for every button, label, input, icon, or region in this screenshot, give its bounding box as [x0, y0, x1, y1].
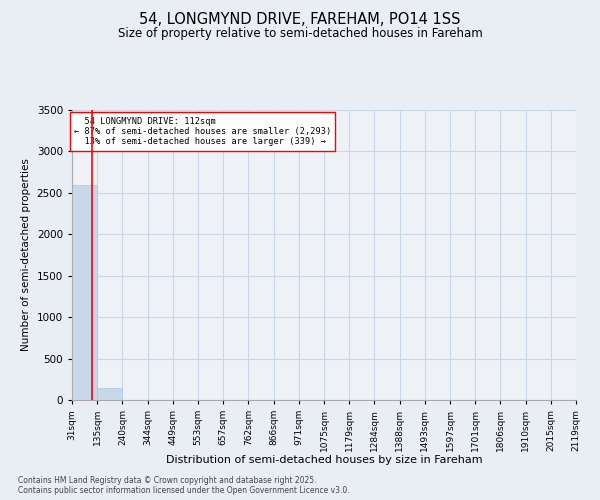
X-axis label: Distribution of semi-detached houses by size in Fareham: Distribution of semi-detached houses by … — [166, 456, 482, 466]
Text: 54, LONGMYND DRIVE, FAREHAM, PO14 1SS: 54, LONGMYND DRIVE, FAREHAM, PO14 1SS — [139, 12, 461, 28]
Text: 54 LONGMYND DRIVE: 112sqm
← 87% of semi-detached houses are smaller (2,293)
  13: 54 LONGMYND DRIVE: 112sqm ← 87% of semi-… — [74, 116, 331, 146]
Y-axis label: Number of semi-detached properties: Number of semi-detached properties — [21, 158, 31, 352]
Bar — [72, 184, 97, 400]
Text: Size of property relative to semi-detached houses in Fareham: Size of property relative to semi-detach… — [118, 28, 482, 40]
Bar — [97, 388, 122, 400]
Text: Contains HM Land Registry data © Crown copyright and database right 2025.
Contai: Contains HM Land Registry data © Crown c… — [18, 476, 350, 495]
